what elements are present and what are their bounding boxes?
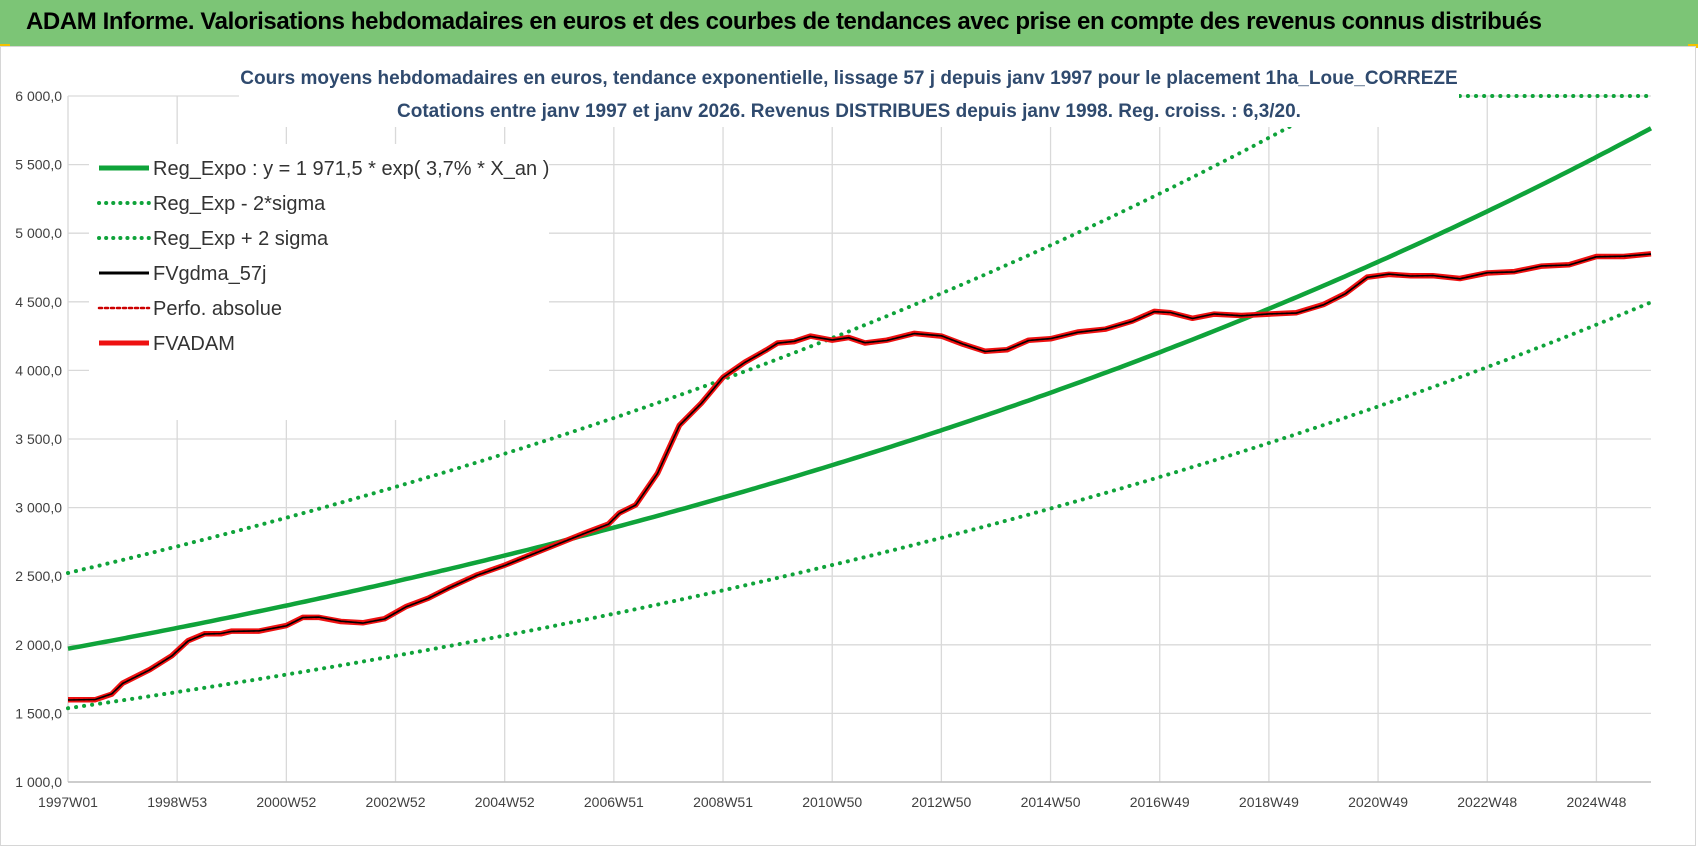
y-tick-label: 1 500,0 (15, 705, 62, 721)
y-tick-label: 3 500,0 (15, 431, 62, 447)
legend: Reg_Expo : y = 1 971,5 * exp( 3,7% * X_a… (89, 144, 549, 420)
legend-reg-exp-plus-entry: Reg_Exp + 2 sigma (97, 228, 329, 250)
y-tick-label: 2 500,0 (15, 568, 62, 584)
x-tick-label: 2022W48 (1457, 794, 1517, 810)
x-tick-label: 2012W50 (911, 794, 971, 810)
legend-fvgdma-entry: FVgdma_57j (99, 263, 266, 285)
x-tick-label: 2006W51 (584, 794, 644, 810)
chart-title-line-2: Cotations entre janv 1997 et janv 2026. … (397, 101, 1301, 122)
chart-title-line-1: Cours moyens hebdomadaires en euros, ten… (240, 68, 1457, 89)
y-tick-label: 5 000,0 (15, 225, 62, 241)
legend-fvadam-label: FVADAM (153, 333, 235, 355)
legend-perfo-entry: Perfo. absolue (97, 298, 282, 320)
x-tick-label: 2014W50 (1021, 794, 1081, 810)
trend-chart: 1 000,0 1 500,0 2 000,0 2 500,0 3 000,0 3 500… (15, 59, 1653, 810)
x-tick-label: 2008W51 (693, 794, 753, 810)
legend-reg-expo-entry: Reg_Expo : y = 1 971,5 * exp( 3,7% * X_a… (99, 158, 549, 180)
chart-title-background (239, 59, 1459, 127)
y-tick-label: 4 000,0 (15, 362, 62, 378)
y-tick-label: 3 000,0 (15, 500, 62, 516)
x-tick-label: 2000W52 (256, 794, 316, 810)
y-tick-label: 6 000,0 (15, 88, 62, 104)
y-tick-label: 1 000,0 (15, 774, 62, 790)
title-banner: ADAM Informe. Valorisations hebdomadaire… (0, 0, 1698, 46)
legend-fvadam-entry: FVADAM (99, 333, 235, 355)
y-tick-label: 4 500,0 (15, 294, 62, 310)
x-tick-label: 2004W52 (475, 794, 535, 810)
x-tick-label: 2018W49 (1239, 794, 1299, 810)
reg-expo-line (67, 126, 1653, 651)
fvgdma-57j-line (67, 253, 1652, 701)
legend-reg-exp-minus-label: Reg_Exp - 2*sigma (153, 193, 326, 215)
chart-area: 1 000,0 1 500,0 2 000,0 2 500,0 3 000,0 3 500… (0, 46, 1696, 846)
x-tick-label: 1998W53 (147, 794, 207, 810)
legend-reg-exp-plus-label: Reg_Exp + 2 sigma (153, 228, 329, 250)
x-tick-label: 2016W49 (1130, 794, 1190, 810)
report-title: ADAM Informe. Valorisations hebdomadaire… (26, 8, 1542, 35)
x-axis: 1997W01 1998W53 2000W52 2002W52 2004W52 2006W… (38, 781, 1651, 810)
legend-background (89, 144, 549, 420)
y-tick-label: 5 500,0 (15, 157, 62, 173)
x-tick-label: 1997W01 (38, 794, 98, 810)
x-tick-label: 2002W52 (366, 794, 426, 810)
reg-exp-minus-2sigma-line (66, 300, 1653, 711)
legend-perfo-label: Perfo. absolue (153, 298, 282, 320)
y-tick-label: 2 000,0 (15, 637, 62, 653)
y-axis: 1 000,0 1 500,0 2 000,0 2 500,0 3 000,0 3 500… (15, 88, 62, 790)
x-tick-label: 2010W50 (802, 794, 862, 810)
x-tick-label: 2024W48 (1566, 794, 1626, 810)
legend-reg-exp-minus-entry: Reg_Exp - 2*sigma (97, 193, 326, 215)
x-tick-label: 2020W49 (1348, 794, 1408, 810)
legend-fvgdma-label: FVgdma_57j (153, 263, 266, 285)
legend-reg-expo-label: Reg_Expo : y = 1 971,5 * exp( 3,7% * X_a… (153, 158, 549, 180)
